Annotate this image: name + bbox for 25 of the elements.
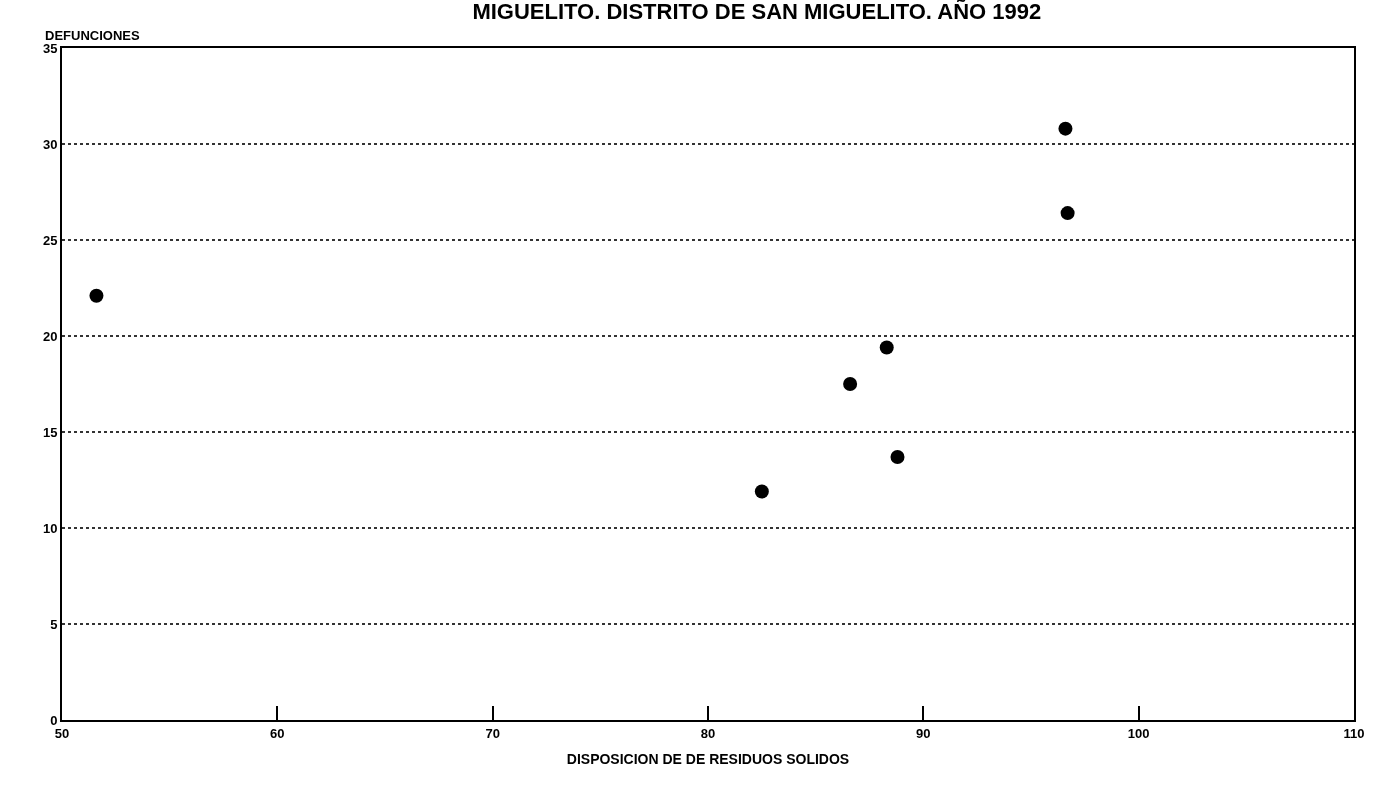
y-tick-label: 35 [42,40,58,56]
x-tick-label: 50 [54,725,70,741]
y-tick-label: 0 [50,712,58,728]
x-tick-label: 100 [1127,725,1150,741]
point [879,340,894,355]
x-tick-label: 110 [1343,725,1365,741]
x-tick-label: 90 [916,725,931,741]
point [1060,206,1075,221]
y-tick-label: 20 [42,328,58,344]
chart-title: MIGUELITO. DISTRITO DE SAN MIGUELITO. AÑO 1992 [472,0,1042,25]
x-tick-label: 80 [700,725,716,741]
y-tick-label: 5 [50,616,58,632]
x-axis-title: DISPOSICION DE DE RESIDUOS SOLIDOS [566,751,850,768]
point [754,484,769,499]
point [843,377,858,391]
y-tick-label: 10 [42,520,58,536]
point [890,449,905,464]
x-tick-label: 70 [485,725,500,741]
y-axis-title: DEFUNCIONES [45,28,140,43]
y-tick-label: 15 [42,424,58,440]
y-tick-label: 25 [42,232,58,248]
y-tick-label: 30 [42,136,58,152]
x-tick-label: 60 [270,725,285,741]
point [89,288,104,303]
point [1058,121,1073,136]
